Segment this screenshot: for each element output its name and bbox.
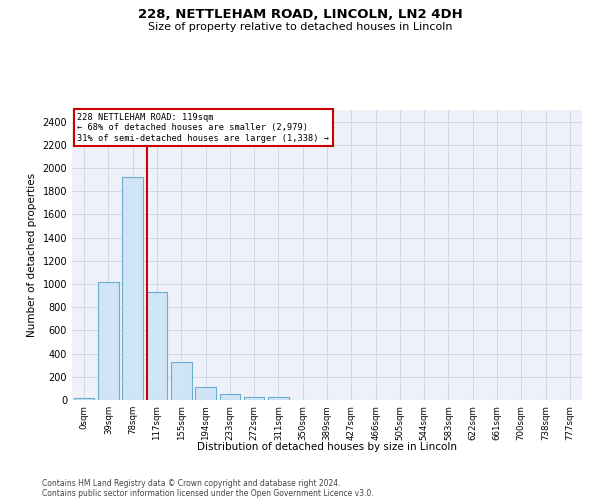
Bar [98, 282, 119, 400]
Bar [220, 394, 240, 400]
Text: Distribution of detached houses by size in Lincoln: Distribution of detached houses by size … [197, 442, 457, 452]
Bar [268, 397, 289, 400]
Bar [171, 362, 191, 400]
Text: Contains HM Land Registry data © Crown copyright and database right 2024.: Contains HM Land Registry data © Crown c… [42, 478, 341, 488]
Text: Contains public sector information licensed under the Open Government Licence v3: Contains public sector information licen… [42, 488, 374, 498]
Bar [244, 396, 265, 400]
Bar [146, 292, 167, 400]
Text: Size of property relative to detached houses in Lincoln: Size of property relative to detached ho… [148, 22, 452, 32]
Text: 228 NETTLEHAM ROAD: 119sqm
← 68% of detached houses are smaller (2,979)
31% of s: 228 NETTLEHAM ROAD: 119sqm ← 68% of deta… [77, 113, 329, 142]
Bar [195, 387, 216, 400]
Bar [74, 398, 94, 400]
Bar [122, 178, 143, 400]
Text: 228, NETTLEHAM ROAD, LINCOLN, LN2 4DH: 228, NETTLEHAM ROAD, LINCOLN, LN2 4DH [137, 8, 463, 20]
Y-axis label: Number of detached properties: Number of detached properties [27, 173, 37, 337]
